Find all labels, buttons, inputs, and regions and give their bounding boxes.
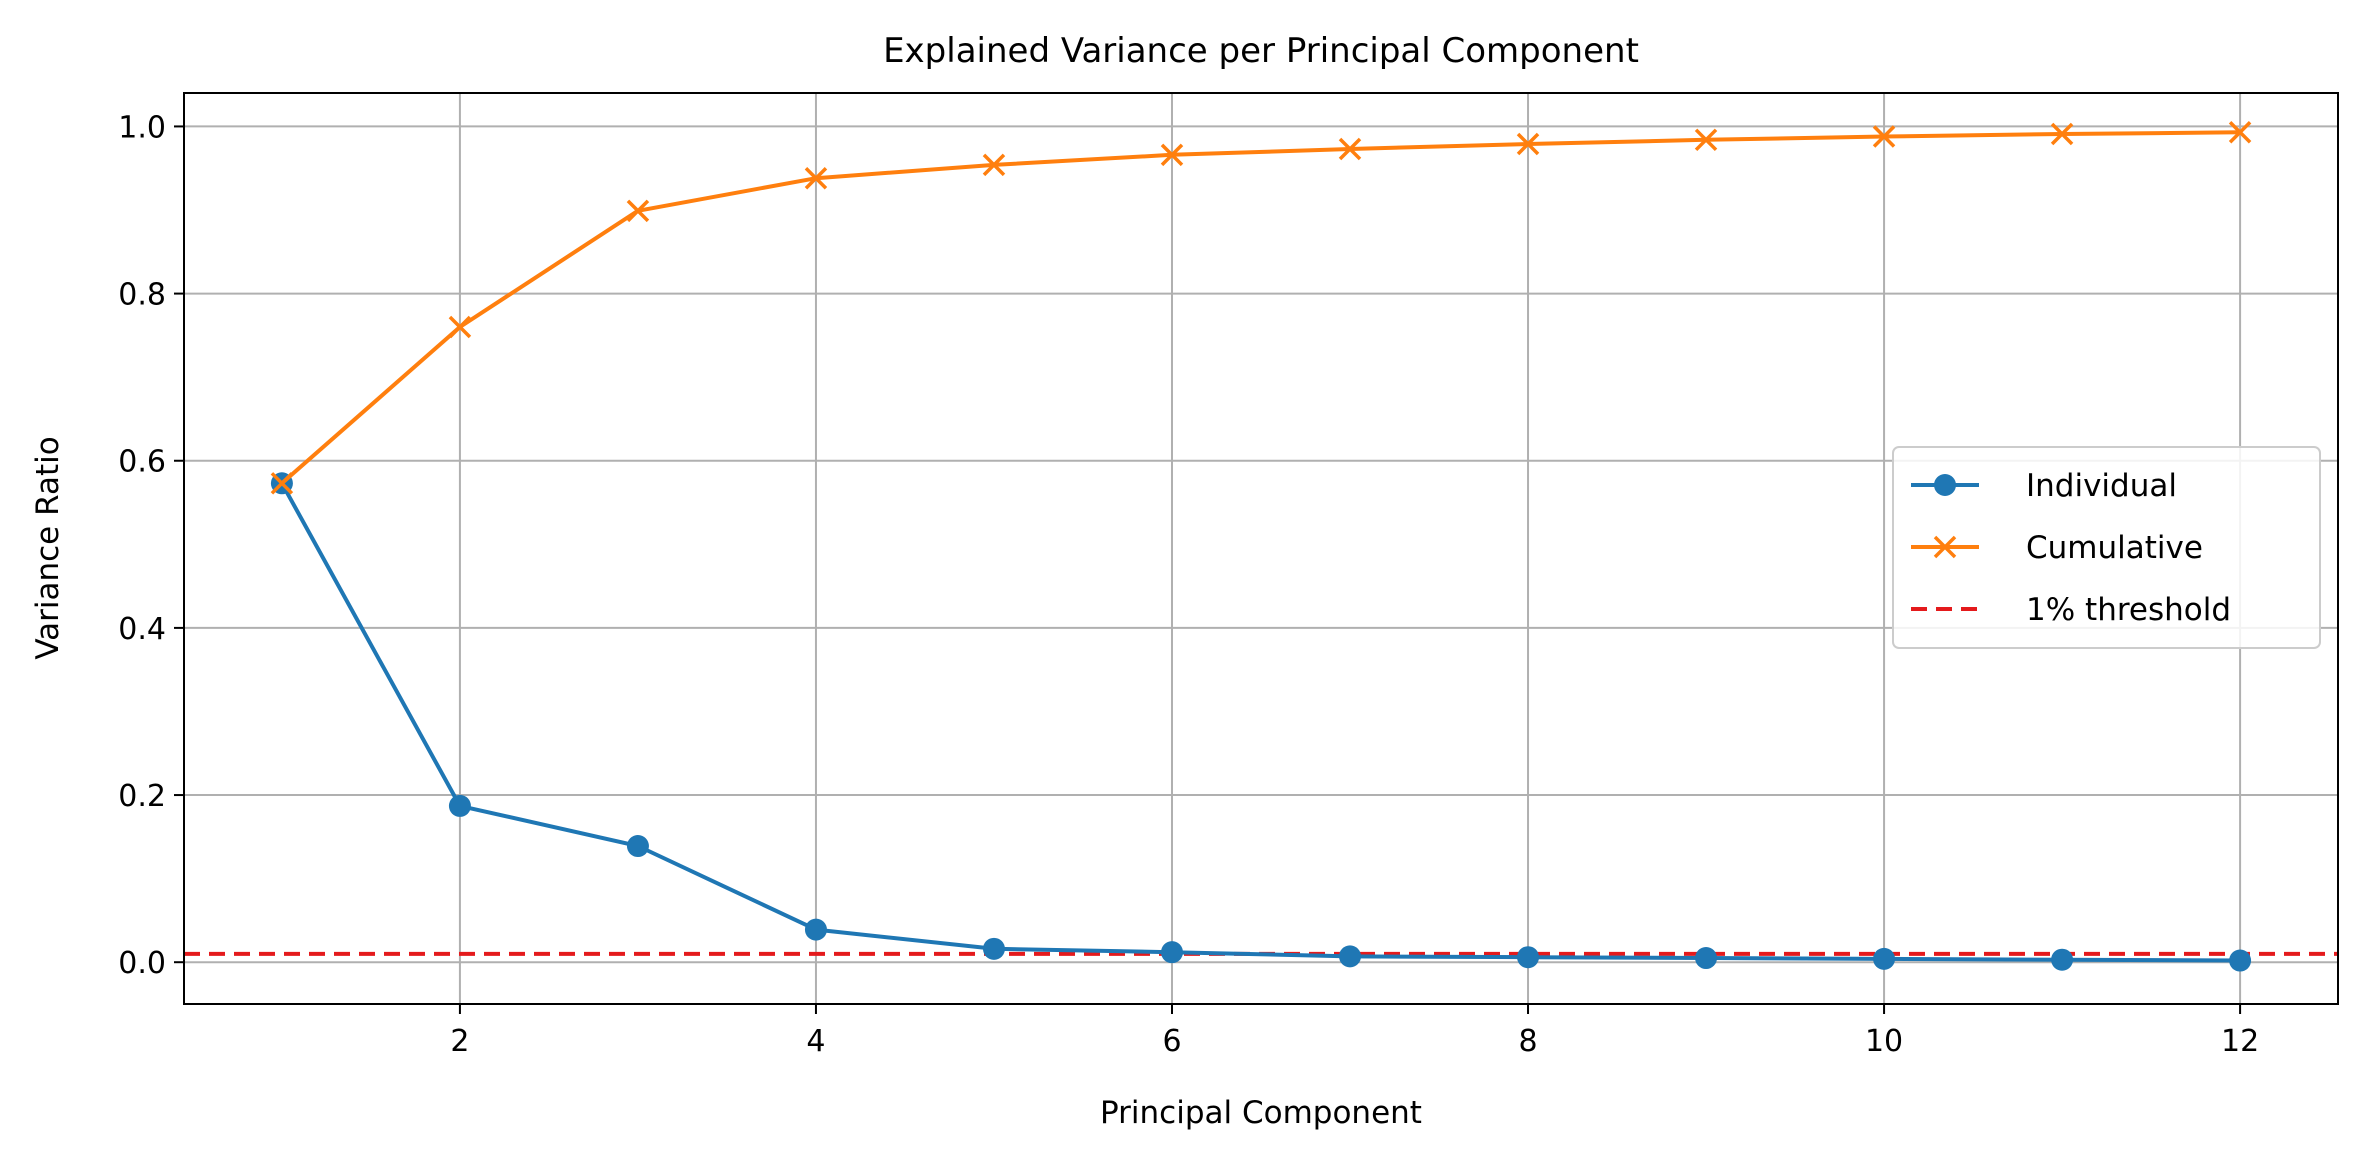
legend-label-cumulative: Cumulative bbox=[2026, 530, 2203, 566]
cumulative-point bbox=[1516, 132, 1540, 156]
x-tick-label: 4 bbox=[806, 1024, 825, 1059]
x-tick-label: 8 bbox=[1518, 1024, 1537, 1059]
individual-point bbox=[1339, 945, 1362, 968]
cumulative-point bbox=[1694, 128, 1718, 152]
cumulative-point bbox=[2228, 121, 2252, 144]
chart-title: Explained Variance per Principal Compone… bbox=[883, 31, 1639, 71]
y-axis-label: Variance Ratio bbox=[30, 436, 66, 659]
cumulative-point bbox=[448, 315, 472, 339]
cumulative-point bbox=[982, 153, 1006, 177]
cumulative-point bbox=[1160, 143, 1184, 167]
x-tick-label: 10 bbox=[1865, 1024, 1903, 1059]
legend-label-individual: Individual bbox=[2026, 468, 2177, 504]
y-tick-label: 0.2 bbox=[118, 779, 166, 814]
individual-point bbox=[1160, 941, 1183, 964]
cumulative-point bbox=[1872, 125, 1896, 148]
individual-point bbox=[626, 835, 649, 858]
individual-point bbox=[804, 918, 827, 941]
cumulative-point bbox=[2050, 122, 2074, 146]
individual-point bbox=[982, 937, 1005, 960]
x-tick-label: 6 bbox=[1162, 1024, 1181, 1059]
cumulative-series-line bbox=[280, 130, 2241, 485]
y-tick-label: 1.0 bbox=[118, 110, 166, 145]
individual-series-line bbox=[280, 482, 2241, 963]
individual-point bbox=[448, 794, 471, 817]
plot-area-frame bbox=[183, 92, 2339, 1005]
individual-point bbox=[1873, 947, 1896, 970]
y-tick-label: 0.6 bbox=[118, 445, 166, 480]
cumulative-point bbox=[804, 167, 828, 190]
y-tick-label: 0.0 bbox=[118, 946, 166, 981]
legend-marker-cumulative bbox=[1933, 535, 1957, 559]
individual-point bbox=[2229, 949, 2252, 972]
cumulative-point bbox=[1338, 137, 1362, 161]
cumulative-point bbox=[626, 199, 650, 223]
tick-layer: 2 4 6 8 10 12 0.0 0.2 0.4 0.6 0.8 1.0 bbox=[118, 110, 2259, 1059]
x-tick-label: 12 bbox=[2221, 1024, 2259, 1059]
legend-box bbox=[1892, 446, 2321, 649]
series-layer bbox=[270, 121, 2252, 972]
individual-point bbox=[2051, 948, 2074, 971]
individual-point bbox=[1695, 947, 1718, 970]
x-tick-label: 2 bbox=[450, 1024, 469, 1059]
legend-marker-individual bbox=[1934, 474, 1956, 496]
legend-label-1-threshold: 1% threshold bbox=[2026, 592, 2231, 628]
legend: Individual Cumulative 1% threshold bbox=[1892, 446, 2321, 649]
y-tick-label: 0.4 bbox=[118, 612, 166, 647]
x-axis-label: Principal Component bbox=[1100, 1095, 1422, 1131]
y-tick-label: 0.8 bbox=[118, 278, 166, 313]
individual-point bbox=[1517, 946, 1540, 969]
cumulative-point bbox=[270, 472, 294, 495]
